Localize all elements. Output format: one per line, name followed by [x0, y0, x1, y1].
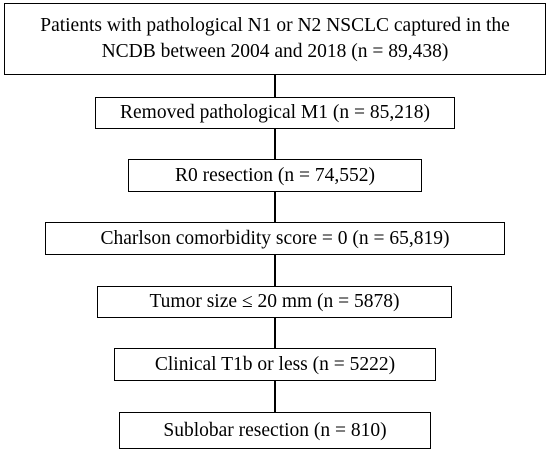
clinical-t1b-label: Clinical T1b or less (n = 5222)	[154, 353, 396, 375]
flow-box-charlson-score: Charlson comorbidity score = 0 (n = 65,8…	[45, 222, 505, 255]
flow-box-r0-resection: R0 resection (n = 74,552)	[128, 159, 422, 192]
connector-2-3	[274, 129, 276, 159]
connector-3-4	[274, 192, 276, 222]
initial-cohort-line-2: NCDB between 2004 and 2018 (n = 89,438)	[101, 41, 449, 62]
connector-6-7	[274, 381, 276, 412]
r0-resection-label: R0 resection (n = 74,552)	[175, 164, 375, 186]
flow-box-sublobar-resection: Sublobar resection (n = 810)	[119, 412, 431, 449]
tumor-size-label: Tumor size ≤ 20 mm (n = 5878)	[149, 291, 400, 312]
initial-cohort-line-1: Patients with pathological N1 or N2 NSCL…	[40, 15, 510, 36]
flow-box-removed-m1: Removed pathological M1 (n = 85,218)	[95, 97, 455, 129]
sublobar-resection-label: Sublobar resection (n = 810)	[163, 419, 387, 441]
connector-4-5	[274, 255, 276, 286]
removed-m1-label: Removed pathological M1 (n = 85,218)	[120, 102, 430, 123]
flow-box-clinical-t1b: Clinical T1b or less (n = 5222)	[114, 348, 436, 381]
flow-box-initial-cohort: Patients with pathological N1 or N2 NSCL…	[4, 3, 546, 75]
charlson-score-label: Charlson comorbidity score = 0 (n = 65,8…	[100, 227, 450, 249]
flow-box-tumor-size: Tumor size ≤ 20 mm (n = 5878)	[97, 286, 452, 318]
connector-1-2	[274, 75, 276, 97]
connector-5-6	[274, 318, 276, 348]
